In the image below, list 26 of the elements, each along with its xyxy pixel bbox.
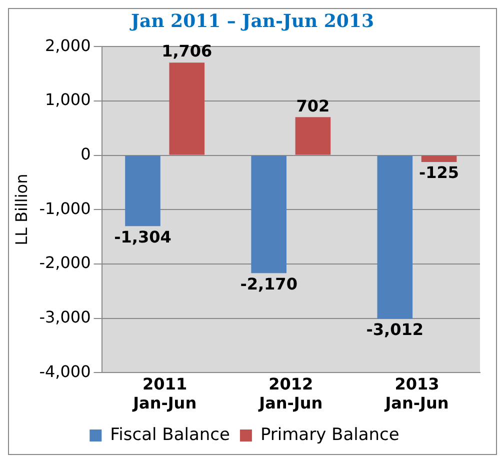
bar — [377, 156, 413, 319]
bar — [295, 117, 331, 155]
y-tick-label: 0 — [80, 144, 91, 164]
bar — [251, 156, 286, 274]
data-label: 702 — [296, 96, 330, 116]
data-label: -2,170 — [240, 274, 298, 294]
data-label: -1,304 — [114, 227, 172, 246]
y-tick-label: -3,000 — [39, 307, 91, 326]
y-axis-title: LL Billion — [12, 174, 31, 246]
data-label: -3,012 — [366, 320, 424, 340]
legend-label: Fiscal Balance — [110, 424, 230, 445]
x-tick-label: 2012 Jan-Jun — [258, 374, 323, 413]
y-tick-label: 2,000 — [44, 36, 91, 55]
bar — [125, 156, 160, 226]
y-tick-label: 1,000 — [44, 90, 91, 110]
x-tick-label: 2011 Jan-Jun — [132, 374, 197, 413]
y-tick-label: -1,000 — [39, 198, 91, 218]
y-tick-label: -4,000 — [39, 362, 91, 381]
y-tick-label: -2,000 — [39, 253, 91, 272]
chart-title: Jan 2011 – Jan-Jun 2013 — [128, 10, 375, 34]
x-tick-label: 2013 Jan-Jun — [384, 374, 449, 413]
legend-label: Primary Balance — [260, 424, 400, 445]
bar — [169, 62, 205, 155]
data-label: 1,706 — [162, 42, 212, 61]
data-label: -125 — [419, 163, 460, 182]
bar — [421, 156, 457, 162]
